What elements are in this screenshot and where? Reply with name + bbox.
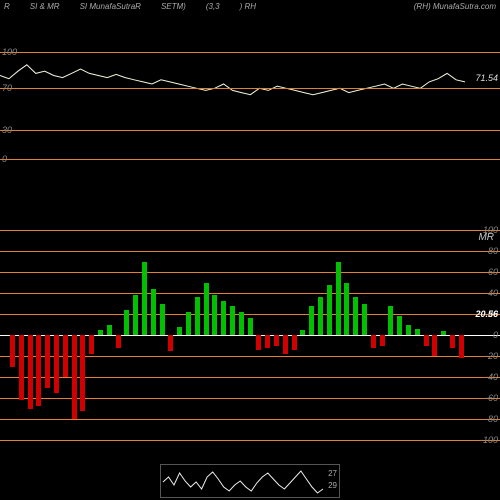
rsi-line-panel: 1007030071.54 — [0, 40, 500, 160]
mr-bar — [10, 335, 15, 367]
mr-bar — [397, 316, 402, 335]
grid-line — [0, 272, 500, 273]
mr-bar — [54, 335, 59, 393]
mr-bar — [336, 262, 341, 336]
mr-bar — [415, 329, 420, 335]
mr-bar — [256, 335, 261, 350]
hdr-4: SETM) — [161, 2, 186, 11]
current-value-label: 71.54 — [475, 73, 498, 83]
current-value-label: 20.56 — [475, 309, 498, 319]
rsi-line — [0, 65, 465, 95]
mr-bar — [221, 301, 226, 335]
y-tick-label: 60 — [488, 267, 498, 277]
mr-bar — [344, 283, 349, 336]
grid-line — [0, 419, 500, 420]
mr-bar — [212, 295, 217, 335]
mr-bar — [168, 335, 173, 351]
mr-bar — [45, 335, 50, 388]
mr-bar — [353, 297, 358, 335]
mr-bar — [300, 330, 305, 335]
mr-bar — [177, 327, 182, 335]
mini-line — [163, 471, 323, 493]
mr-bar — [63, 335, 68, 377]
y-tick-label: 0 — [493, 330, 498, 340]
mr-bar — [160, 304, 165, 336]
mr-bar — [450, 335, 455, 348]
mr-bar — [98, 330, 103, 335]
mr-bar — [432, 335, 437, 356]
mr-bar — [230, 306, 235, 335]
grid-line — [0, 293, 500, 294]
grid-line — [0, 314, 500, 315]
mr-bar — [362, 304, 367, 336]
hdr-1: R — [4, 2, 10, 11]
mr-bar — [441, 331, 446, 335]
mr-bar — [107, 325, 112, 336]
mr-bar — [204, 283, 209, 336]
mini-tick: 27 — [328, 469, 337, 478]
y-tick-label: 80 — [488, 246, 498, 256]
mr-bar — [459, 335, 464, 358]
grid-line — [0, 251, 500, 252]
mr-bar — [80, 335, 85, 411]
mr-bar — [424, 335, 429, 346]
hdr-2: SI & MR — [30, 2, 60, 11]
mr-bar — [28, 335, 33, 409]
mr-bar — [388, 306, 393, 335]
mr-bar — [380, 335, 385, 346]
y-tick-label: 100 — [2, 47, 17, 57]
y-tick-label: -40 — [485, 372, 498, 382]
mr-bar-panel: MR 100806040200-20-40-60-80-10020.56 — [0, 230, 500, 440]
mr-bar — [195, 297, 200, 335]
mr-bar — [151, 289, 156, 335]
mr-bar — [274, 335, 279, 346]
header-bar: R SI & MR SI MunafaSutraR SETM) (3,3 ) R… — [0, 0, 500, 13]
mr-bar — [19, 335, 24, 400]
mr-bar — [292, 335, 297, 350]
mr-bar — [248, 318, 253, 335]
mr-bar — [371, 335, 376, 348]
y-tick-label: 30 — [2, 125, 12, 135]
y-tick-label: 40 — [488, 288, 498, 298]
mr-bar — [186, 312, 191, 335]
y-tick-label: -100 — [480, 435, 498, 445]
hdr-7: (RH) MunafaSutra.com — [414, 2, 496, 11]
grid-line — [0, 230, 500, 231]
mr-bar — [406, 325, 411, 336]
y-tick-label: 0 — [2, 154, 7, 164]
y-tick-label: -20 — [485, 351, 498, 361]
mr-bar — [133, 295, 138, 335]
mr-bar — [124, 310, 129, 335]
mr-bar — [239, 312, 244, 335]
grid-line — [0, 88, 500, 89]
grid-line — [0, 52, 500, 53]
grid-line — [0, 130, 500, 131]
y-tick-label: 70 — [2, 83, 12, 93]
mr-bar — [283, 335, 288, 354]
grid-line — [0, 159, 500, 160]
mr-bar — [36, 335, 41, 406]
mini-tick: 29 — [328, 481, 337, 490]
mr-bar — [309, 306, 314, 335]
mr-bar — [72, 335, 77, 419]
y-tick-label: -60 — [485, 393, 498, 403]
mr-bar — [265, 335, 270, 348]
mini-line-panel: 2729 — [160, 464, 340, 498]
y-tick-label: -80 — [485, 414, 498, 424]
mr-bar — [116, 335, 121, 348]
grid-line — [0, 440, 500, 441]
mr-bar — [142, 262, 147, 336]
mr-bar — [318, 297, 323, 335]
hdr-6: ) RH — [240, 2, 256, 11]
hdr-5: (3,3 — [206, 2, 220, 11]
y-tick-label: 100 — [483, 225, 498, 235]
mini-line-svg — [161, 465, 341, 499]
mr-bar — [89, 335, 94, 354]
mr-bar — [327, 285, 332, 335]
hdr-3: SI MunafaSutraR — [80, 2, 141, 11]
rsi-line-svg — [0, 40, 500, 160]
